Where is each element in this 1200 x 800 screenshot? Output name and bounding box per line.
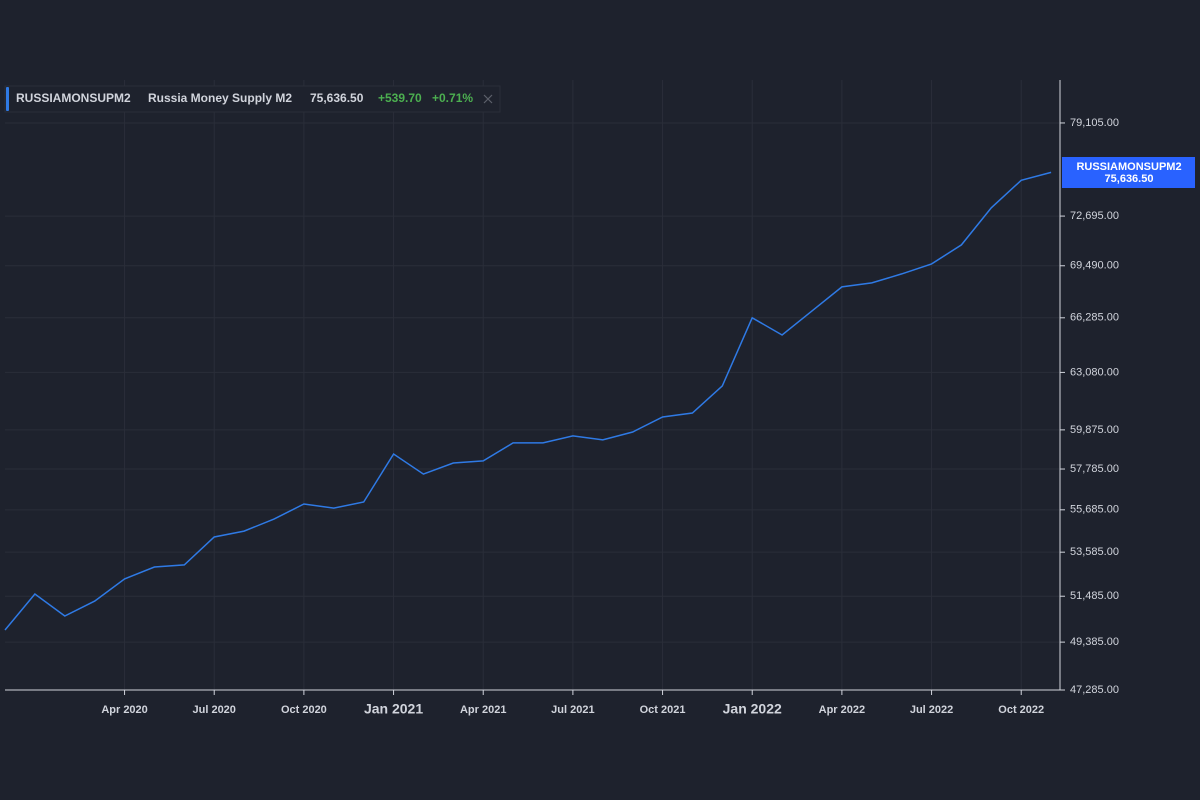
grid <box>5 80 1060 691</box>
y-tick-label: 66,285.00 <box>1070 312 1119 324</box>
y-tick-label: 69,490.00 <box>1070 260 1119 272</box>
y-tick-label: 49,385.00 <box>1070 636 1119 648</box>
y-tick-label: 55,685.00 <box>1070 504 1119 516</box>
y-tick-label: 53,585.00 <box>1070 546 1119 558</box>
x-tick-label: Oct 2021 <box>640 704 686 716</box>
legend-change: +539.70 <box>378 91 422 105</box>
legend-title: Russia Money Supply M2 <box>148 91 292 105</box>
y-tick-label: 63,080.00 <box>1070 366 1119 378</box>
price-label-value: 75,636.50 <box>1105 173 1154 185</box>
x-tick-label: Apr 2020 <box>101 704 147 716</box>
y-tick-label: 57,785.00 <box>1070 463 1119 475</box>
y-tick-label: 59,875.00 <box>1070 424 1119 436</box>
x-tick-label: Oct 2022 <box>998 704 1044 716</box>
y-tick-label: 79,105.00 <box>1070 117 1119 129</box>
close-icon[interactable] <box>483 94 493 104</box>
y-tick-label: 51,485.00 <box>1070 590 1119 602</box>
x-tick-label: Oct 2020 <box>281 704 327 716</box>
axes: 47,285.00 49,385.00 51,485.00 53,585.00 55,6… <box>101 117 1119 717</box>
x-tick-label: Jul 2022 <box>910 704 953 716</box>
price-label-box <box>1062 157 1195 188</box>
x-tick-label: Jul 2020 <box>193 704 236 716</box>
x-tick-label: Jan 2021 <box>364 701 423 717</box>
x-tick-label: Apr 2021 <box>460 704 506 716</box>
price-label-symbol: RUSSIAMONSUPM2 <box>1076 161 1181 173</box>
x-tick-label: Jul 2021 <box>551 704 594 716</box>
legend: RUSSIAMONSUPM2 Russia Money Supply M2 75… <box>4 85 501 113</box>
y-tick-label: 72,695.00 <box>1070 210 1119 222</box>
legend-symbol: RUSSIAMONSUPM2 <box>16 91 131 105</box>
plot-area <box>4 171 1052 631</box>
legend-marker <box>6 87 9 111</box>
x-tick-label: Jan 2022 <box>723 701 782 717</box>
legend-last-value: 75,636.50 <box>310 91 364 105</box>
price-label: RUSSIAMONSUPM2 75,636.50 <box>1062 157 1195 188</box>
series-line <box>4 171 1052 631</box>
x-tick-label: Apr 2022 <box>819 704 865 716</box>
legend-box <box>4 85 501 113</box>
legend-change-percent: +0.71% <box>432 91 473 105</box>
y-tick-label: 47,285.00 <box>1070 684 1119 696</box>
